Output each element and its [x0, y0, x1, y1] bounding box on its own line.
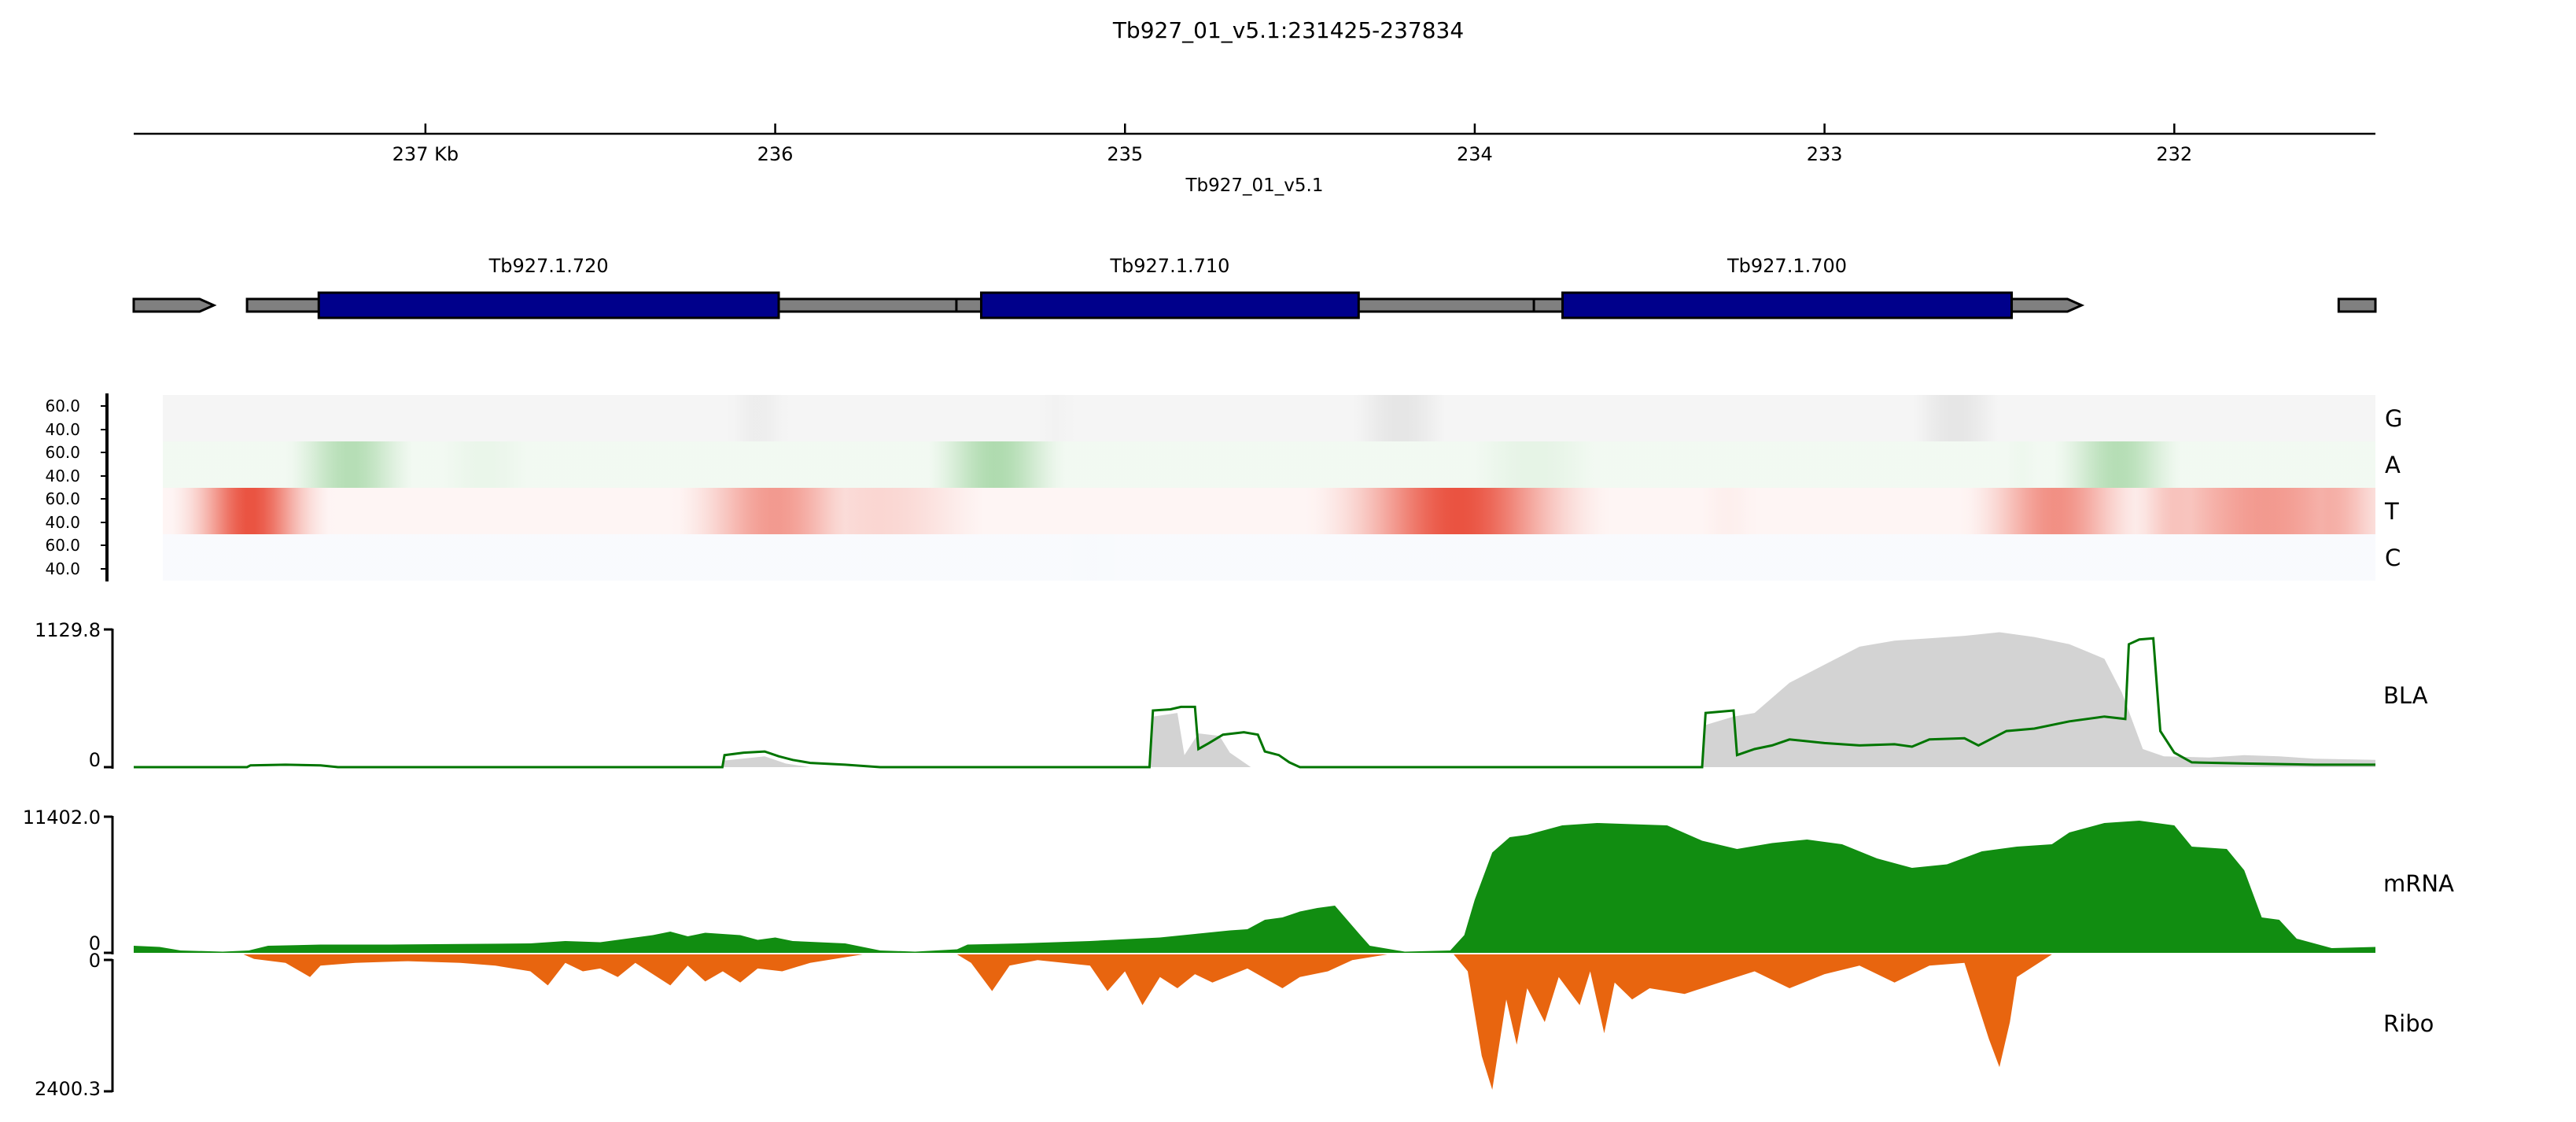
- x-axis: 237 Kb 236 235 234 233 232 Tb927_01_v5.1: [134, 124, 2375, 196]
- x-tick-label-1: 236: [757, 143, 794, 165]
- x-tick-label-0: 237 Kb: [392, 143, 459, 165]
- mrna-y-max-label: 11402.0: [23, 806, 101, 829]
- heatmap-tick-label-1-1: 40.0: [45, 467, 80, 485]
- mrna-track-label: mRNA: [2383, 870, 2454, 897]
- x-tick-label-3: 234: [1457, 143, 1493, 165]
- bla-y-max-label: 1129.8: [35, 619, 101, 641]
- gene-0-utr-shape: [132, 297, 217, 313]
- mrna-track: 11402.0 0 mRNA: [23, 806, 2454, 954]
- chromosome-label: Tb927_01_v5.1: [1185, 175, 1323, 196]
- heatmap-tick-label-2-0: 60.0: [45, 489, 80, 508]
- gene-1-label: Tb927.1.720: [488, 255, 609, 277]
- x-tick-label-5: 232: [2156, 143, 2192, 165]
- x-tick-label-2: 235: [1107, 143, 1143, 165]
- mrna-coverage-area: [134, 821, 2375, 953]
- ribo-y-max-label: 2400.3: [35, 1078, 101, 1100]
- bla-y-min-label: 0: [89, 749, 101, 771]
- gene-track: Tb927.1.720 Tb927.1.710 Tb927.1.700: [132, 255, 2377, 319]
- heatmap-row-label-A: A: [2385, 452, 2401, 478]
- bla-coverage-area: [134, 632, 2375, 767]
- gene-2-label: Tb927.1.710: [1109, 255, 1229, 277]
- heatmap-tick-label-0-1: 40.0: [45, 420, 80, 439]
- bla-track-label: BLA: [2383, 682, 2428, 709]
- bla-coverage-line: [134, 637, 2375, 769]
- mrna-y-min-label: 0: [89, 932, 101, 954]
- heatmap-tick-label-3-0: 60.0: [45, 536, 80, 555]
- gene-1-cds: [317, 291, 780, 319]
- ribo-track: 0 2400.3 Ribo: [35, 950, 2434, 1100]
- gene-4-utr-shape: [2337, 297, 2377, 313]
- heatmap-tick-label-1-0: 60.0: [45, 443, 80, 462]
- heatmap-row-T: [163, 488, 2375, 534]
- gene-2-cds: [979, 291, 1360, 319]
- heatmap-row-C: [163, 534, 2375, 581]
- heatmap-row-G: [163, 395, 2375, 441]
- ribo-coverage-area: [134, 954, 2375, 1090]
- heatmap-row-label-G: G: [2385, 405, 2402, 432]
- gene-3-cds: [1561, 291, 2014, 319]
- x-axis-ticks: 237 Kb 236 235 234 233 232: [392, 124, 2192, 165]
- gene-3-label: Tb927.1.700: [1727, 255, 1847, 277]
- heatmap-tick-label-0-0: 60.0: [45, 397, 80, 415]
- figure-title: Tb927_01_v5.1:231425-237834: [1112, 17, 1464, 43]
- bla-track: 1129.8 0 BLA: [35, 619, 2428, 771]
- x-tick-label-4: 233: [1807, 143, 1843, 165]
- ribo-y-min-label: 0: [89, 950, 101, 972]
- heatmap-ticks: 60.0 40.0 60.0 40.0 60.0 40.0 60.0 40.0: [45, 397, 107, 578]
- heatmap-row-label-T: T: [2384, 498, 2399, 525]
- heatmap-row-label-C: C: [2385, 544, 2401, 571]
- ribo-track-label: Ribo: [2383, 1010, 2434, 1037]
- heatmap-row-A: [163, 441, 2375, 488]
- heatmap-tick-label-3-1: 40.0: [45, 559, 80, 578]
- heatmap-tick-label-2-1: 40.0: [45, 513, 80, 532]
